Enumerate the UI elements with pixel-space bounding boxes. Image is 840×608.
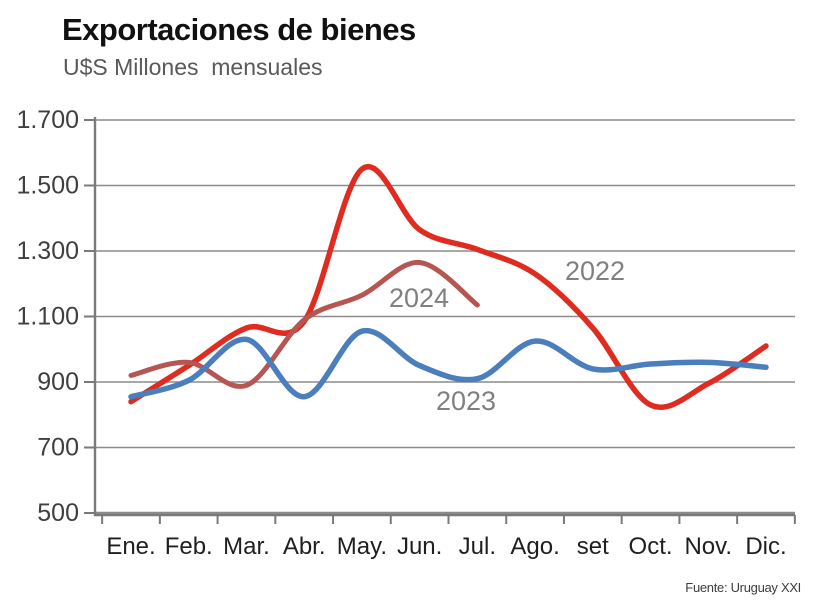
x-tick-label: Abr. bbox=[283, 533, 326, 560]
x-tick-label: Feb. bbox=[165, 533, 213, 560]
series-line-2022 bbox=[128, 164, 769, 410]
x-tick-label: Jun. bbox=[397, 533, 442, 560]
y-tick-label: 1.300 bbox=[16, 237, 79, 265]
x-tick-label: Ago. bbox=[510, 533, 559, 560]
x-tick-label: set bbox=[577, 533, 609, 560]
series-line-2023 bbox=[128, 328, 769, 400]
series-label-2024: 2024 bbox=[389, 283, 450, 313]
x-tick-label: May. bbox=[337, 533, 387, 560]
x-tick-label: Jul. bbox=[459, 533, 496, 560]
y-tick-label: 900 bbox=[37, 368, 79, 396]
series-line-2024 bbox=[128, 259, 480, 389]
x-tick-label: Nov. bbox=[684, 533, 732, 560]
y-tick-label: 1.500 bbox=[16, 172, 79, 200]
series-label-2023: 2023 bbox=[436, 386, 497, 416]
source-note: Fuente: Uruguay XXI bbox=[685, 580, 801, 595]
y-tick-label: 500 bbox=[37, 499, 79, 527]
y-tick-label: 700 bbox=[37, 434, 79, 462]
x-tick-label: Dic. bbox=[745, 533, 786, 560]
y-tick-label: 1.700 bbox=[16, 106, 79, 134]
series-label-2022: 2022 bbox=[565, 256, 626, 286]
y-tick-label: 1.100 bbox=[16, 303, 79, 331]
x-tick-label: Mar. bbox=[223, 533, 270, 560]
chart-title: Exportaciones de bienes bbox=[62, 12, 416, 47]
chart-subtitle: U$S Millones mensuales bbox=[63, 54, 323, 80]
x-tick-label: Oct. bbox=[629, 533, 673, 560]
x-tick-label: Ene. bbox=[106, 533, 155, 560]
